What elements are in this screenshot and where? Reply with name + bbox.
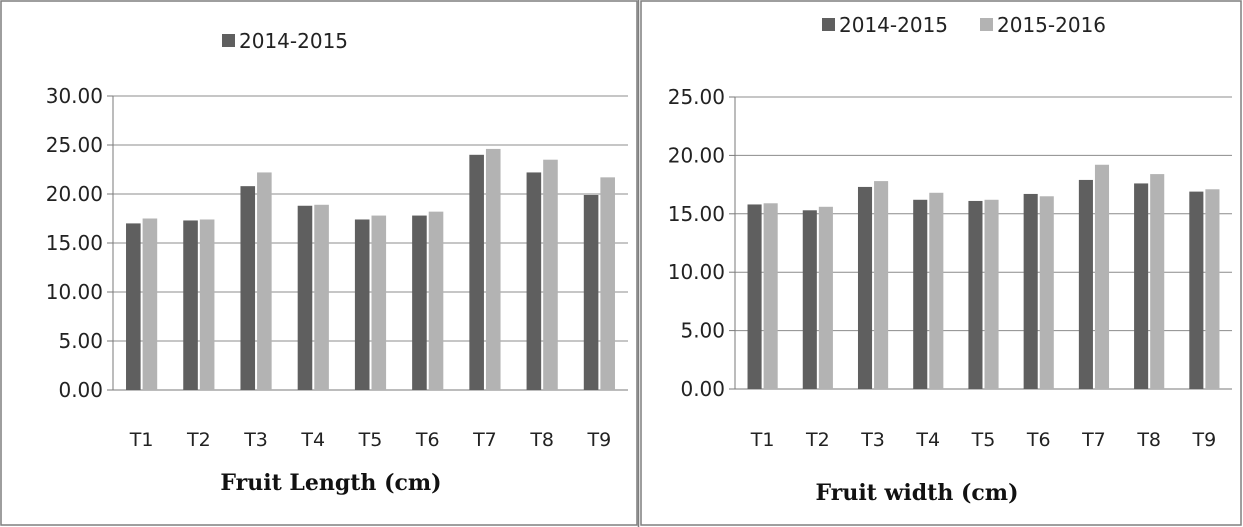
- fruit-width-bar-t7-s2: [1094, 164, 1110, 389]
- fruit-width-legend-label: 2015-2016: [997, 13, 1106, 37]
- fruit-length-bar-t5-s2: [371, 215, 387, 390]
- fruit-length-gridlines: [107, 95, 628, 391]
- fruit-length-x-tick-label: T2: [186, 429, 211, 451]
- fruit-length-y-tick-label: 10.00: [46, 280, 103, 304]
- fruit-length-y-tick-label: 30.00: [46, 84, 103, 108]
- fruit-length-bar-t5-s1: [354, 219, 370, 390]
- fruit-length-bar-t1-s2: [142, 218, 158, 390]
- fruit-width-bar-t6-s2: [1039, 196, 1054, 389]
- fruit-width-bar-t2-s1: [802, 210, 817, 389]
- fruit-width-x-ticks: T1 T2 T3 T4 T5 T6 T7 T8 T9: [750, 429, 1216, 451]
- fruit-width-bar-t3-s2: [874, 181, 889, 389]
- fruit-width-bar-t3-s1: [857, 186, 873, 389]
- fruit-width-bar-t4-s2: [929, 192, 944, 389]
- fruit-length-legend-swatch: [222, 34, 235, 47]
- fruit-width-legend-swatch: [822, 18, 835, 31]
- fruit-length-y-tick-label: 25.00: [46, 133, 103, 157]
- fruit-length-y-tick-label: 20.00: [46, 182, 103, 206]
- fruit-length-bar-t2-s1: [183, 220, 198, 390]
- fruit-width-bar-t1-s1: [747, 204, 762, 389]
- fruit-length-bar-t9-s2: [600, 177, 615, 390]
- fruit-width-bar-t5-s2: [984, 199, 999, 389]
- fruit-width-bar-t1-s2: [763, 203, 778, 389]
- fruit-length-bar-t2-s2: [199, 219, 215, 390]
- fruit-width-y-tick-label: 15.00: [668, 202, 725, 226]
- fruit-width-x-axis-label: Fruit width (cm): [816, 480, 1019, 506]
- fruit-length-x-tick-label: T8: [529, 429, 554, 451]
- fruit-length-bar-t8-s1: [526, 172, 542, 390]
- fruit-width-y-tick-label: 10.00: [668, 260, 725, 284]
- fruit-width-x-tick-label: T5: [971, 429, 996, 451]
- fruit-length-bar-t7-s2: [485, 148, 501, 390]
- fruit-length-x-tick-label: T4: [300, 429, 325, 451]
- fruit-width-bar-t9-s2: [1205, 189, 1220, 389]
- fruit-length-x-tick-label: T5: [358, 429, 383, 451]
- fruit-width-gridlines: [729, 96, 1232, 390]
- fruit-width-bar-t5-s1: [968, 200, 983, 389]
- fruit-width-x-tick-label: T8: [1136, 429, 1161, 451]
- fruit-width-legend: 2014-2015 2015-2016: [822, 13, 1106, 37]
- fruit-width-bar-t7-s1: [1078, 179, 1093, 389]
- fruit-width-bar-t8-s2: [1150, 174, 1165, 389]
- fruit-length-bar-t6-s2: [428, 211, 444, 390]
- fruit-length-x-tick-label: T3: [243, 429, 268, 451]
- fruit-width-y-tick-label: 5.00: [680, 319, 725, 343]
- fruit-width-y-tick-label: 0.00: [680, 377, 725, 401]
- fruit-length-x-tick-label: T6: [415, 429, 440, 451]
- fruit-length-y-ticks: 0.00 5.00 10.00 15.00 20.00 25.00 30.00: [46, 84, 103, 402]
- fruit-width-bar-t4-s1: [913, 199, 928, 389]
- fruit-length-bar-t3-s1: [240, 186, 256, 390]
- fruit-length-bar-t4-s2: [314, 204, 329, 390]
- fruit-length-y-tick-label: 15.00: [46, 231, 103, 255]
- fruit-length-chart: 0.00 5.00 10.00 15.00 20.00 25.00 30.00 T1 T2 T3…: [46, 29, 628, 496]
- fruit-length-legend-label: 2014-2015: [239, 29, 348, 53]
- fruit-length-x-tick-label: T1: [129, 429, 154, 451]
- fruit-width-legend-swatch: [980, 18, 993, 31]
- fruit-length-x-tick-label: T9: [587, 429, 612, 451]
- fruit-length-bar-t1-s1: [126, 223, 141, 390]
- fruit-width-x-tick-label: T9: [1192, 429, 1217, 451]
- panel-frame-width: [640, 0, 1242, 526]
- fruit-width-y-ticks: 0.00 5.00 10.00 15.00 20.00 25.00: [668, 85, 725, 401]
- fruit-width-x-tick-label: T3: [860, 429, 885, 451]
- fruit-length-x-tick-label: T7: [472, 429, 497, 451]
- fruit-width-legend-label: 2014-2015: [839, 13, 948, 37]
- fruit-width-bar-t6-s1: [1023, 193, 1038, 389]
- fruit-width-bar-t2-s2: [818, 206, 833, 389]
- fruit-width-x-tick-label: T2: [805, 429, 830, 451]
- fruit-width-y-tick-label: 20.00: [668, 143, 725, 167]
- fruit-width-x-tick-label: T7: [1081, 429, 1106, 451]
- fruit-length-x-ticks: T1 T2 T3 T4 T5 T6 T7 T8 T9: [129, 429, 611, 451]
- fruit-length-bar-t6-s1: [412, 215, 427, 390]
- fruit-width-x-tick-label: T4: [915, 429, 940, 451]
- fruit-width-bar-t9-s1: [1189, 191, 1204, 389]
- fruit-width-x-tick-label: T6: [1026, 429, 1051, 451]
- fruit-length-bar-t9-s1: [583, 194, 599, 390]
- fruit-length-legend: 2014-2015: [222, 29, 348, 53]
- fruit-length-bar-t7-s1: [469, 154, 484, 390]
- fruit-length-x-axis-label: Fruit Length (cm): [220, 470, 441, 496]
- fruit-width-x-tick-label: T1: [750, 429, 775, 451]
- fruit-length-y-tick-label: 5.00: [58, 329, 103, 353]
- fruit-width-bar-t8-s1: [1134, 183, 1149, 389]
- fruit-width-bars: [747, 164, 1220, 389]
- fruit-length-bar-t3-s2: [257, 172, 272, 390]
- fruit-length-bar-t8-s2: [543, 159, 558, 390]
- fruit-width-y-tick-label: 25.00: [668, 85, 725, 109]
- panel-frame-length: [0, 0, 638, 526]
- fruit-length-bars: [126, 148, 615, 390]
- fruit-length-bar-t4-s1: [297, 205, 313, 390]
- fruit-length-y-tick-label: 0.00: [58, 378, 103, 402]
